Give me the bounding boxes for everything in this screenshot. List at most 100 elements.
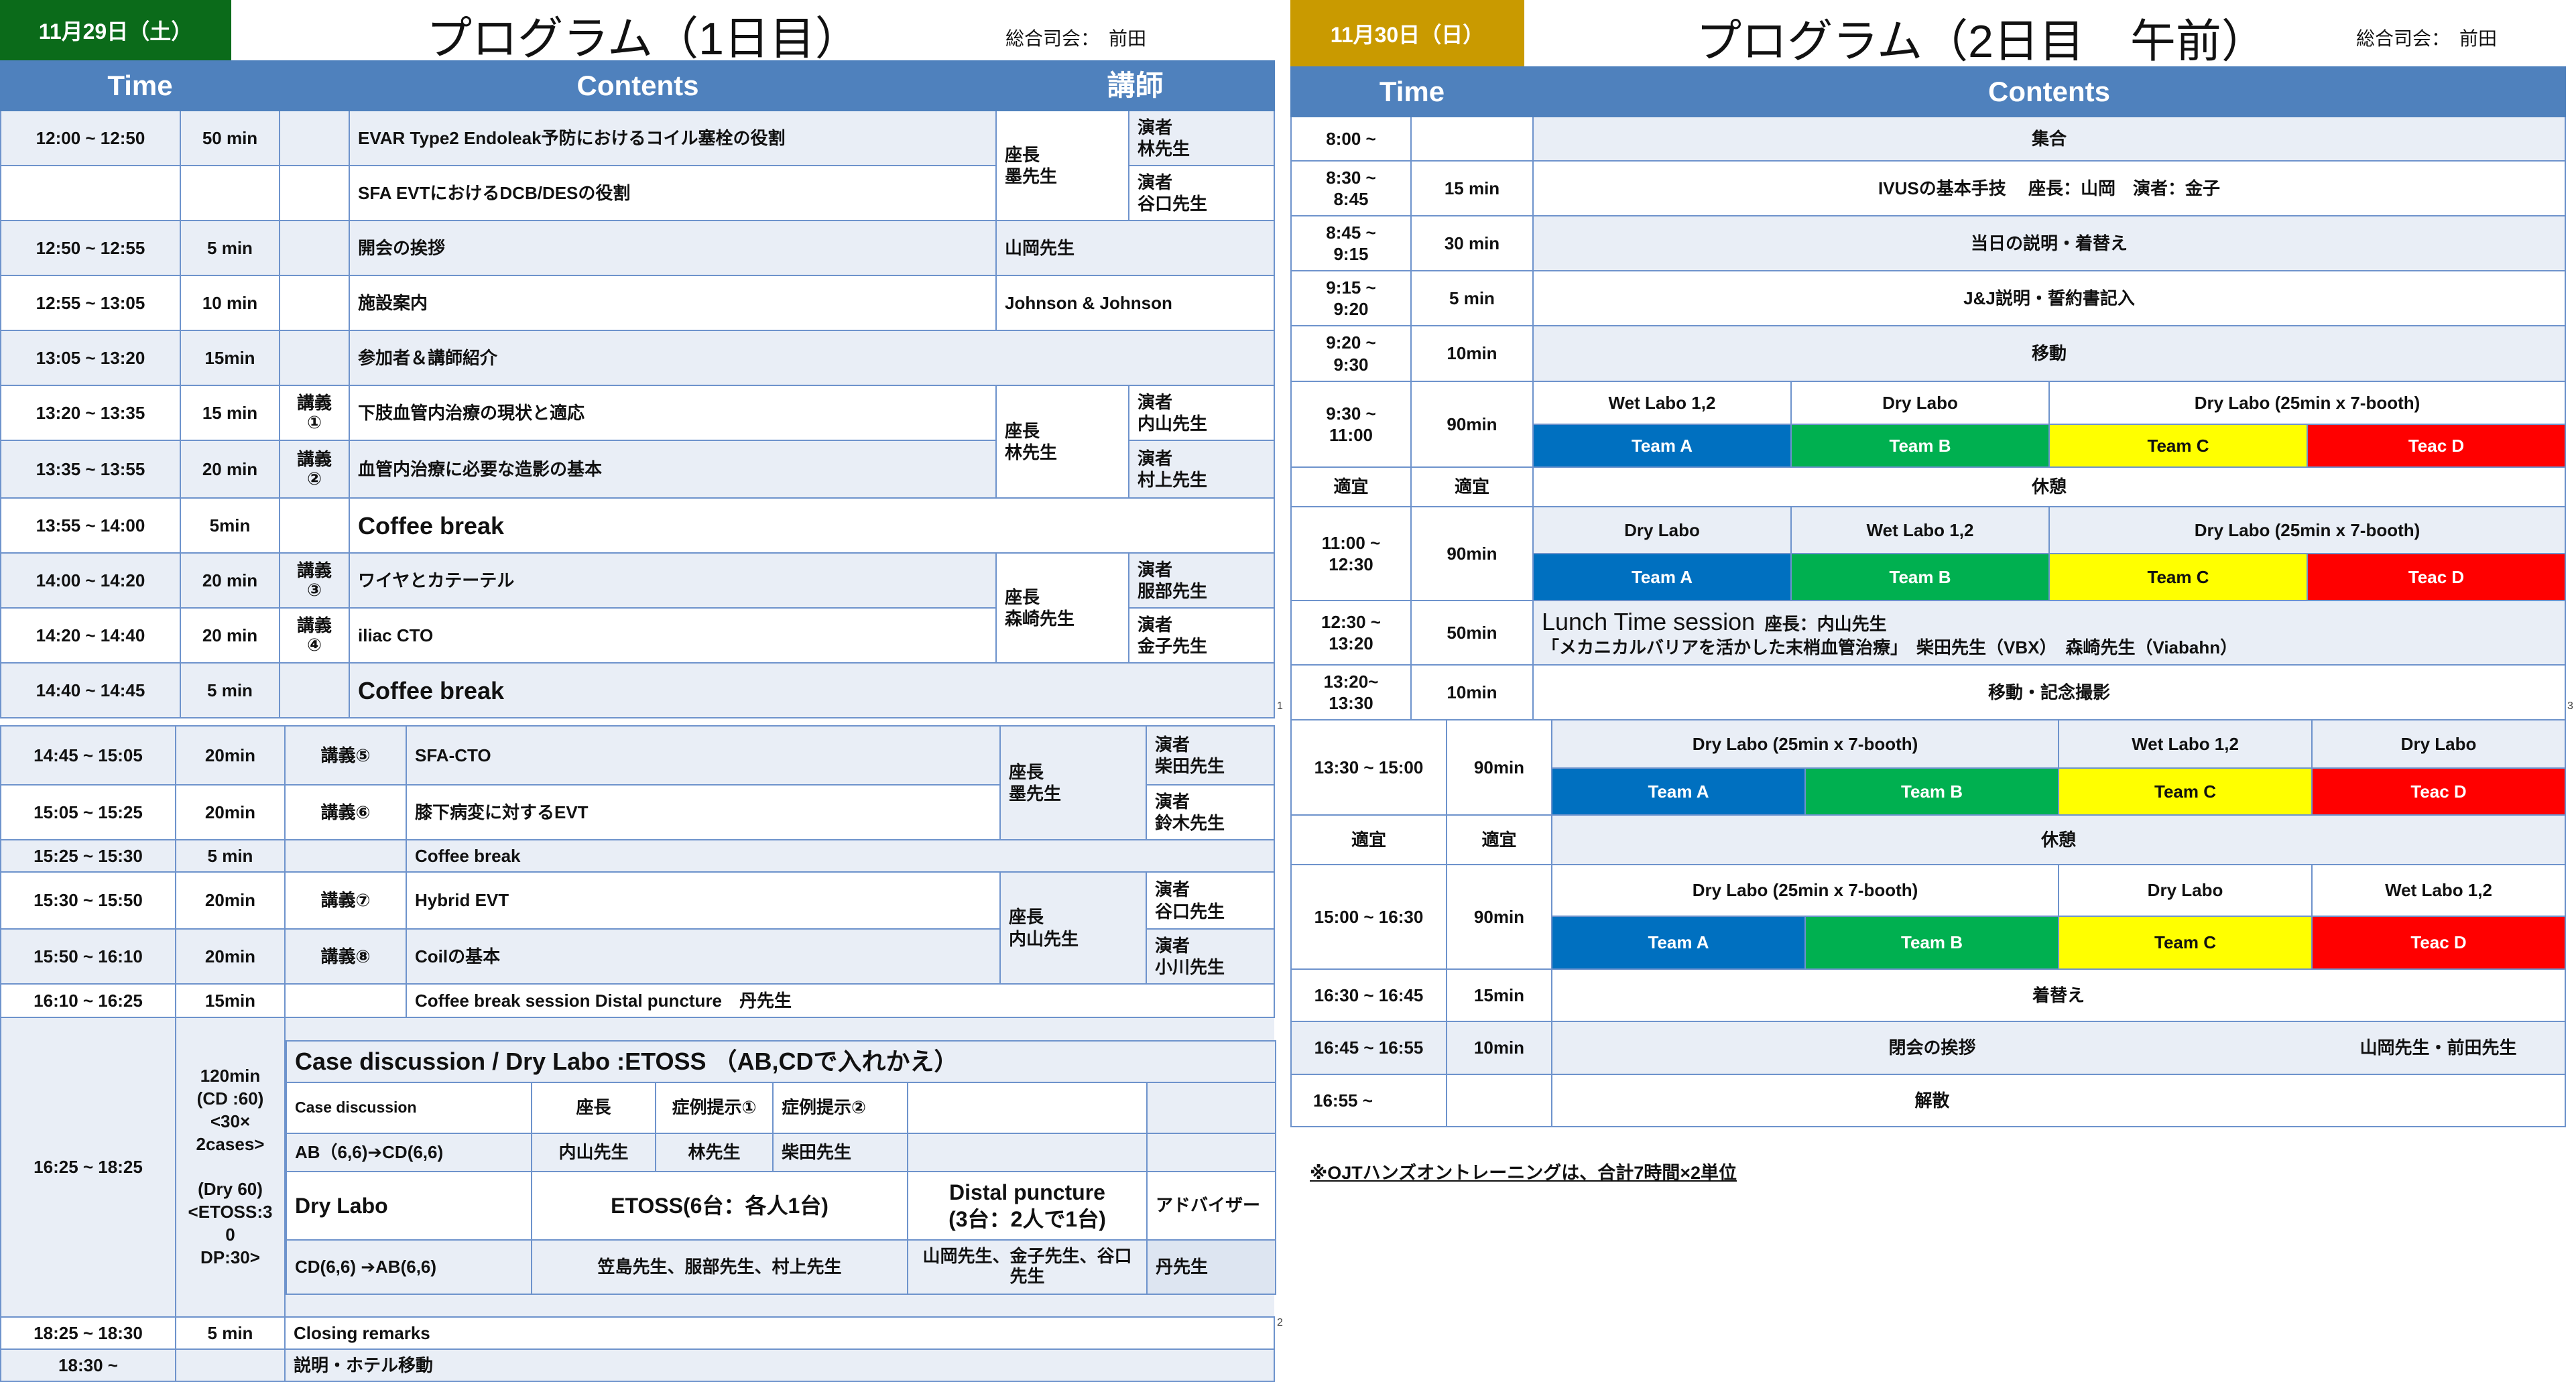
time: 15:50 ~ 16:10	[0, 928, 176, 985]
team-d: Teac D	[2311, 767, 2567, 816]
header-contents: Contents	[279, 60, 997, 111]
day1-mc: 総合司会： 前田	[1005, 28, 1147, 49]
table-row: 14:45 ~ 15:05 20min 講義⑤ SFA-CTO 座長 墨先生 演者 柴田先…	[0, 725, 1275, 840]
duration: 30 min	[1410, 215, 1534, 271]
content: 閉会の挨拶	[1550, 1021, 2313, 1075]
content: SFA EVTにおけるDCB/DESの役割	[349, 165, 997, 221]
team-a: Team A	[1532, 553, 1792, 601]
time: 9:20 ~ 9:30	[1290, 325, 1412, 382]
day2-table-2: 13:30 ~ 15:00 90min Dry Labo (25min x 7-bo…	[1290, 719, 2567, 1127]
table-row: 18:30 ~ 説明・ホテル移動	[0, 1348, 1275, 1382]
footnote: ※OJTハンズオントレーニングは、合計7時間×2単位	[1310, 1163, 1737, 1183]
table-row: 15:25 ~ 15:30 5 min Coffee break	[0, 839, 1275, 873]
table-row: 16:30 ~ 16:45 15min 着替え	[1290, 968, 2567, 1022]
content: Coffee break	[348, 497, 1276, 554]
lab-name: Wet Labo 1,2	[1790, 506, 2050, 554]
content: 血管内治療に必要な造影の基本	[349, 440, 997, 499]
etoss-label: ETOSS(6台：各人1台)	[531, 1170, 908, 1241]
lab-name: Dry Labo (25min x 7-booth)	[1550, 864, 2060, 917]
day2-mc: 総合司会： 前田	[2356, 28, 2498, 49]
time: 12:50 ~ 12:55	[0, 220, 181, 276]
lecture-number: 講義 ④	[279, 607, 350, 664]
time: 16:25 ~ 18:25	[0, 1017, 176, 1318]
day1-date-badge: 11月29日（土）	[0, 0, 231, 60]
duration: 10 min	[180, 275, 280, 331]
table-row: 14:00 ~ 14:20 20 min 講義 ③ ワイヤとカテーテル 座長 森崎先生演…	[0, 552, 1276, 664]
content: 移動	[1532, 325, 2566, 382]
content: 休憩	[1532, 466, 2566, 507]
time: 8:00 ~	[1290, 116, 1412, 162]
lunch-detail: 「メカニカルバリアを活かした末梢血管治療」 柴田先生（VBX） 森崎先生（Via…	[1542, 637, 2238, 658]
table-row: 13:20 ~ 13:35 15 min 講義 ① 下肢血管内治療の現状と適応 座長 林…	[0, 385, 1276, 499]
lecture-number: 講義 ②	[279, 440, 350, 499]
lunch-row: 12:30 ~ 13:20 50min Lunch Time session 座長：…	[1290, 600, 2566, 666]
duration: 5 min	[1410, 270, 1534, 326]
table-row: 12:50 ~ 12:55 5 min 開会の挨拶 山岡先生	[0, 220, 1276, 276]
time: 13:20 ~ 13:35	[0, 385, 181, 441]
duration: 適宜	[1446, 814, 1552, 865]
day1-table-1: Time Contents 講師 12:00 ~ 12:50 50 min EVAR T…	[0, 60, 1276, 718]
team-c: Team C	[2058, 767, 2313, 816]
case1-header: 症例提示①	[655, 1081, 774, 1134]
content: Hybrid EVT	[406, 871, 1001, 930]
dry-labo-label: Dry Labo	[286, 1170, 532, 1241]
table-row: 適宜 適宜 休憩	[1290, 814, 2567, 865]
team-b: Team B	[1790, 553, 2050, 601]
time: 16:55 ~	[1290, 1074, 1447, 1127]
lecture-number: 講義 ①	[279, 385, 350, 441]
group-rotation: AB（6,6)➔CD(6,6)	[286, 1132, 532, 1172]
advisor-label: アドバイザー	[1146, 1170, 1277, 1241]
content: iliac CTO	[349, 607, 997, 664]
lab-name: Dry Labo	[1790, 381, 2050, 425]
chair-header: 座長	[531, 1081, 656, 1134]
chair: 内山先生	[531, 1132, 656, 1172]
speaker: 演者 内山先生	[1127, 385, 1276, 441]
time: 12:00 ~ 12:50	[0, 110, 181, 166]
time: 13:35 ~ 13:55	[0, 440, 181, 499]
duration: 50 min	[180, 110, 280, 166]
duration: 10min	[1410, 325, 1534, 382]
time: 12:55 ~ 13:05	[0, 275, 181, 331]
duration: 90min	[1446, 864, 1552, 970]
lunch-title: Lunch Time session	[1542, 608, 1756, 636]
speaker: 演者 柴田先生	[1146, 725, 1275, 786]
page-number: 2	[1277, 1317, 1283, 1328]
duration: 5 min	[175, 839, 286, 873]
table-row: 15:30 ~ 15:50 20min 講義⑦ Hybrid EVT 座長 内山先生 演者…	[0, 871, 1275, 985]
content: IVUSの基本手技 座長：山岡 演者：金子	[1532, 160, 2566, 216]
case-discussion-table: Case discussion / Dry Labo :ETOSS （AB,CD…	[285, 1040, 1277, 1295]
content: 解散	[1550, 1074, 2313, 1127]
time: 16:45 ~ 16:55	[1290, 1021, 1447, 1075]
group-rotation: CD(6,6) ➔AB(6,6)	[286, 1239, 532, 1295]
team-a: Team A	[1551, 916, 1806, 970]
duration: 90min	[1410, 506, 1534, 601]
distal-puncture-label: Distal puncture (3台：2人で1台)	[907, 1170, 1148, 1241]
table-row: 13:55 ~ 14:00 5min Coffee break	[0, 497, 1276, 554]
table-row: 適宜 適宜 休憩	[1290, 466, 2566, 507]
duration: 90min	[1410, 381, 1534, 468]
duration: 15min	[180, 330, 280, 386]
lab-name: Wet Labo 1,2	[2058, 719, 2313, 769]
content: 着替え	[1550, 968, 2567, 1022]
duration: 適宜	[1410, 466, 1534, 507]
chair: 座長 内山先生	[999, 871, 1147, 985]
time: 18:25 ~ 18:30	[0, 1316, 176, 1350]
lecture-number: 講義⑧	[284, 928, 407, 985]
time: 8:45 ~ 9:15	[1290, 215, 1412, 271]
time: 11:00 ~ 12:30	[1290, 506, 1412, 601]
speaker: 演者 鈴木先生	[1146, 784, 1275, 840]
team-b: Team B	[1804, 767, 2060, 816]
team-a: Team A	[1532, 424, 1792, 468]
day2-date-badge: 11月30日（日）	[1290, 0, 1524, 66]
team-d: Teac D	[2307, 424, 2566, 468]
duration: 90min	[1446, 719, 1552, 816]
duration: 20min	[175, 725, 286, 786]
content: Coffee break session Distal puncture 丹先生	[406, 983, 1275, 1018]
etoss-instructors: 笠島先生、服部先生、村上先生	[531, 1239, 908, 1295]
speaker: 演者 小川先生	[1146, 928, 1275, 985]
lunch-chair: 座長：内山先生	[1764, 614, 1887, 635]
day2-title: プログラム（2日目 午前）	[1696, 16, 2267, 67]
case1-presenter: 林先生	[655, 1132, 774, 1172]
duration: 5min	[180, 497, 280, 554]
session-row: 15:00 ~ 16:30 90min Dry Labo (25min x 7-bo…	[1290, 864, 2567, 970]
